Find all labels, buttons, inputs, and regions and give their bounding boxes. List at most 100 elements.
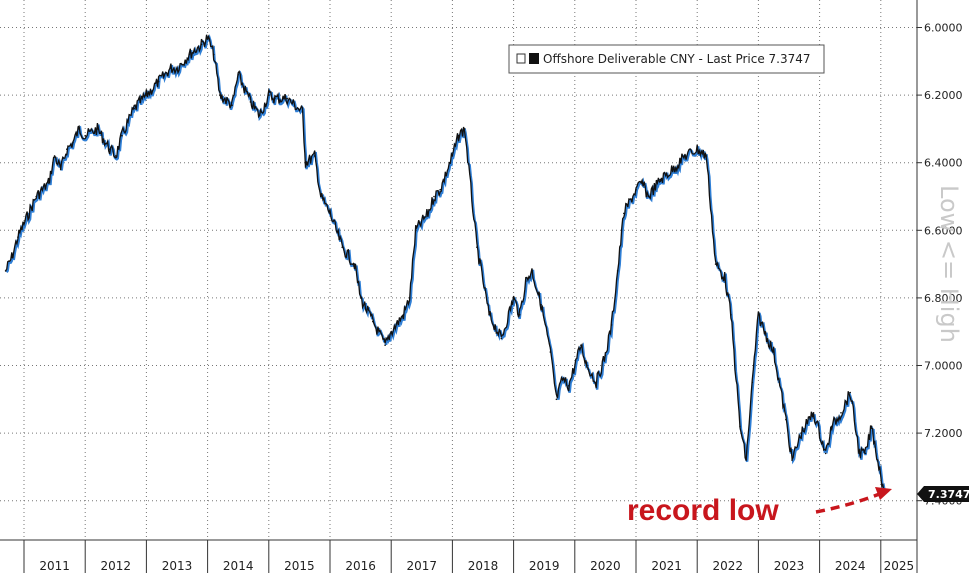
data-point xyxy=(531,270,533,272)
data-point xyxy=(96,128,99,130)
legend-marker-outline xyxy=(516,53,526,64)
data-point xyxy=(341,246,344,248)
legend-swatch xyxy=(529,53,539,64)
data-point xyxy=(586,364,588,367)
data-point xyxy=(641,182,643,184)
data-point xyxy=(200,43,203,46)
record-low-annotation: record low xyxy=(627,494,779,527)
y-tick-label: 7.2000 xyxy=(924,427,963,440)
data-point xyxy=(791,459,793,461)
data-point xyxy=(359,297,362,299)
y-tick-label: 6.0000 xyxy=(924,22,963,35)
data-point xyxy=(212,53,215,56)
data-point xyxy=(518,314,521,316)
data-point xyxy=(115,155,117,157)
data-point xyxy=(433,195,435,198)
legend-label: Offshore Deliverable CNY - Last Price 7.… xyxy=(543,52,811,66)
x-tick-label: 2023 xyxy=(774,559,805,573)
x-tick-label: 2025 xyxy=(884,559,915,573)
data-point xyxy=(301,111,304,113)
x-tick-label: 2017 xyxy=(407,559,438,573)
data-point xyxy=(84,134,86,137)
data-point xyxy=(237,74,239,76)
data-point xyxy=(567,385,570,387)
data-point xyxy=(353,263,356,265)
x-tick-label: 2020 xyxy=(590,559,621,573)
data-point xyxy=(286,97,289,100)
data-point xyxy=(47,182,50,184)
data-point xyxy=(659,178,662,181)
data-point xyxy=(824,452,827,455)
series-layer xyxy=(4,33,887,493)
legend: Offshore Deliverable CNY - Last Price 7.… xyxy=(508,44,825,74)
data-point xyxy=(390,330,393,333)
x-tick-label: 2019 xyxy=(529,559,560,573)
x-tick-label: 2012 xyxy=(101,559,132,573)
data-point xyxy=(696,148,698,150)
data-point xyxy=(72,141,74,144)
data-point xyxy=(623,212,625,215)
data-point xyxy=(580,344,582,347)
x-tick-label: 2016 xyxy=(345,559,376,573)
data-point xyxy=(268,94,270,96)
data-point xyxy=(219,94,221,96)
data-point xyxy=(818,432,821,434)
data-point xyxy=(555,398,558,401)
legend-box xyxy=(508,44,825,74)
y-tick-label: 6.8000 xyxy=(924,292,963,305)
data-point xyxy=(463,128,466,130)
data-point xyxy=(53,155,56,157)
data-point xyxy=(206,36,209,39)
data-point xyxy=(11,256,13,259)
data-point xyxy=(870,425,873,428)
data-point xyxy=(457,134,460,137)
y-tick-label: 6.2000 xyxy=(924,89,963,102)
data-point xyxy=(313,155,316,157)
data-point xyxy=(35,195,37,198)
x-tick-label: 2024 xyxy=(835,559,866,573)
data-point xyxy=(763,330,766,333)
x-tick-label: 2011 xyxy=(39,559,70,573)
data-point xyxy=(59,168,62,171)
data-point xyxy=(831,425,833,428)
data-point xyxy=(604,354,607,357)
data-point xyxy=(188,53,190,56)
data-point xyxy=(647,195,649,198)
data-point xyxy=(258,114,261,117)
data-point xyxy=(549,351,552,353)
x-tick-label: 2015 xyxy=(284,559,315,573)
data-point xyxy=(408,297,411,299)
data-point xyxy=(133,107,135,110)
data-point xyxy=(372,320,374,323)
x-tick-label: 2013 xyxy=(162,559,193,573)
data-point xyxy=(320,195,322,198)
x-tick-label: 2022 xyxy=(713,559,744,573)
data-point xyxy=(4,270,7,272)
data-point xyxy=(730,314,732,316)
data-point xyxy=(858,452,861,455)
series-line-accent xyxy=(5,33,887,493)
data-point xyxy=(540,303,542,306)
data-point xyxy=(476,246,478,248)
data-point xyxy=(121,134,123,137)
data-point xyxy=(812,412,815,414)
data-point xyxy=(500,337,503,340)
data-point xyxy=(751,381,754,384)
x-tick-label: 2021 xyxy=(651,559,682,573)
data-point xyxy=(745,459,747,461)
data-point xyxy=(705,155,708,157)
y-tick-label: 6.4000 xyxy=(924,157,963,170)
y-tick-label: 6.6000 xyxy=(924,224,963,237)
data-point xyxy=(723,276,726,279)
data-point xyxy=(249,101,252,103)
data-point xyxy=(231,104,233,106)
data-point xyxy=(414,229,417,232)
data-point xyxy=(714,263,717,265)
y-tick-label: 7.0000 xyxy=(924,360,963,373)
data-point xyxy=(17,236,19,238)
data-point xyxy=(739,425,741,428)
data-point xyxy=(23,222,25,225)
data-point xyxy=(864,452,867,455)
